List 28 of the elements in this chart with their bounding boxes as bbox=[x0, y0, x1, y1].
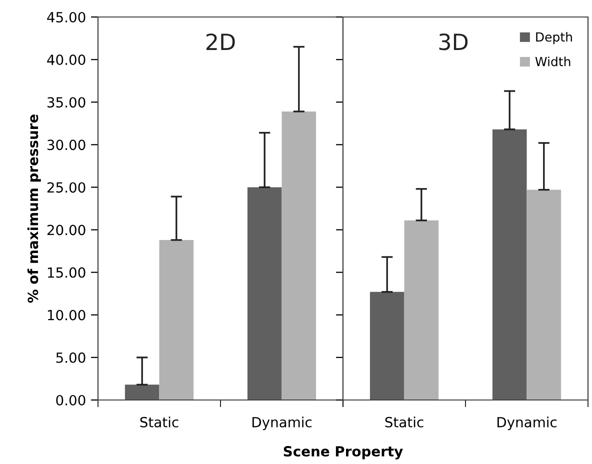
y-axis-title: % of maximum pressure bbox=[27, 114, 41, 303]
bar bbox=[282, 111, 316, 400]
x-tick-label: Static bbox=[140, 416, 178, 428]
text: 2D bbox=[206, 33, 235, 50]
x-tick-label: Dynamic bbox=[497, 416, 557, 430]
x-axis-title: Scene Property bbox=[284, 446, 403, 460]
y-tick-label: 30.00 bbox=[47, 140, 86, 150]
y-tick-label: 35.00 bbox=[47, 97, 86, 108]
bar bbox=[159, 240, 194, 400]
bar bbox=[247, 187, 282, 400]
text: 3D bbox=[439, 33, 468, 50]
x-tick-label: Dynamic bbox=[252, 416, 312, 430]
y-tick-label: 10.00 bbox=[48, 310, 86, 320]
y-tick-label: 25.00 bbox=[47, 182, 86, 193]
legend-label: Depth bbox=[536, 32, 572, 44]
bar bbox=[124, 384, 160, 400]
y-tick-label: 15.00 bbox=[48, 267, 86, 278]
bar bbox=[370, 292, 404, 400]
y-tick-label: 0.00 bbox=[56, 394, 86, 406]
bar bbox=[492, 129, 527, 400]
x-tick-label: Static bbox=[385, 416, 424, 428]
y-tick-label: 45.00 bbox=[47, 12, 86, 22]
bar bbox=[404, 220, 439, 400]
y-tick-label: 20.00 bbox=[47, 224, 86, 236]
bar bbox=[526, 190, 562, 400]
y-tick-label: 40.00 bbox=[47, 54, 86, 66]
y-tick-label: 5.00 bbox=[56, 352, 86, 363]
legend-label: Width bbox=[535, 56, 570, 66]
